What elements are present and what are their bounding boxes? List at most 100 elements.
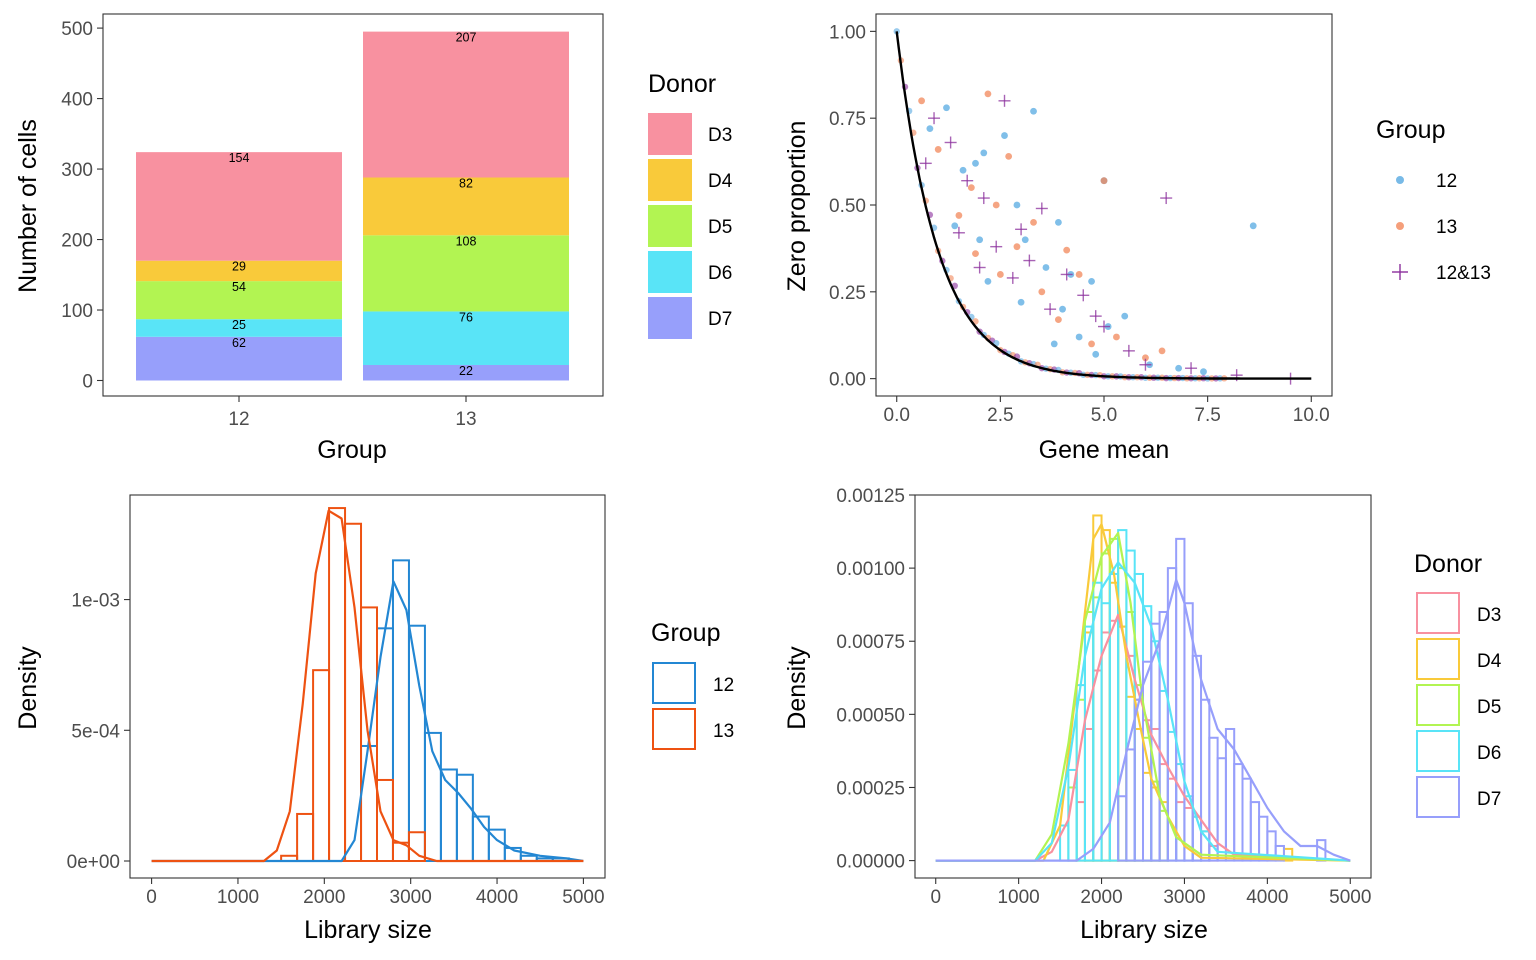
bar-value-label-13-D6: 76 <box>459 310 473 324</box>
hist-bin-12 <box>391 559 410 863</box>
bar-y-tick-label: 400 <box>61 90 93 111</box>
bar-value-label-12-D3: 154 <box>229 151 250 165</box>
hist3-x-tick-label: 0 <box>930 887 941 908</box>
scatter-point-12&13 <box>1060 268 1073 281</box>
hist-panel-border-2 <box>129 494 606 879</box>
hist-bin-D6 <box>1083 625 1095 862</box>
group-histogram-marks <box>151 507 584 863</box>
donor-histogram-marks <box>935 514 1351 862</box>
scatter-point-13 <box>1055 316 1062 323</box>
scatter-y-tick-label: 1.00 <box>829 22 866 43</box>
hist-legend-key-12 <box>652 662 696 704</box>
donor-legend-label-D4: D4 <box>708 171 733 192</box>
donor-hist-x-axis-title: Library size <box>1080 916 1208 944</box>
scatter-point-12 <box>926 125 934 132</box>
scatter-point-12 <box>1055 218 1062 226</box>
bar-value-label-12-D5: 54 <box>232 280 246 294</box>
bar-segment-12-D7 <box>136 336 342 381</box>
scatter-y-axis-title: Zero proportion <box>783 121 811 292</box>
hist-bin-13 <box>296 812 315 863</box>
donor-histogram-axes: 0 1000 2000 3000 4000 5000 0.00000 0.00025 0.000… <box>836 486 1372 908</box>
scatter-x-tick-label: 7.5 <box>1194 405 1220 426</box>
scatter-panel: 0.0 2.5 5.0 7.5 10.0 0.00 0.25 0.50 0.75 1.00 Gen… <box>783 13 1491 464</box>
scatter-point-13 <box>1030 218 1037 226</box>
scatter-point-13 <box>955 212 963 219</box>
hist-legend-label-D6: D6 <box>1477 743 1501 764</box>
hist3-y-tick-label: 0.00125 <box>836 486 905 507</box>
hist-legend-label-D5: D5 <box>1477 697 1501 718</box>
hist-legend-key-D3 <box>1416 592 1460 634</box>
scatter-point-13 <box>996 271 1004 278</box>
donor-hist-legend: Donor D3 D4 D5 D6 D7 <box>1414 550 1502 818</box>
hist3-y-tick-label: 0.00000 <box>836 852 905 873</box>
group-hist-y-axis-title: Density <box>14 646 42 730</box>
scatter-x-tick-label: 5.0 <box>1091 405 1117 426</box>
bar-panel-border <box>102 13 604 397</box>
bar-segment-13-D3 <box>363 31 569 178</box>
bar-segment-12-D3 <box>136 152 342 261</box>
scatter-point-12&13 <box>1015 223 1028 236</box>
hist-bin-D6 <box>1075 684 1086 862</box>
scatter-point-12&13 <box>1089 310 1102 323</box>
bar-value-label-13-D4: 82 <box>459 177 473 191</box>
donor-legend-label-D5: D5 <box>708 217 732 238</box>
scatter-point-12 <box>1050 340 1058 348</box>
scatter-point-12&13 <box>977 192 990 205</box>
hist-bin-D6 <box>1092 581 1103 862</box>
hist-legend-key-13 <box>652 708 696 750</box>
density-curve-D3 <box>935 613 1351 862</box>
scatter-point-12 <box>1013 201 1021 209</box>
hist-bin-D6 <box>1166 730 1178 862</box>
scatter-point-12&13 <box>1185 362 1198 375</box>
scatter-point-12&13 <box>944 136 957 149</box>
hist-legend-key-D5 <box>1416 684 1460 726</box>
bar-segment-12-D5 <box>136 281 342 320</box>
scatter-point-13 <box>918 97 925 105</box>
scatter-point-12&13 <box>1160 192 1173 205</box>
scatter-point-12 <box>951 222 959 230</box>
scatter-point-12&13 <box>1006 271 1019 284</box>
scatter-point-12&13 <box>1077 289 1090 302</box>
scatter-trend-line <box>895 31 1312 380</box>
bar-segment-13-D4 <box>363 177 569 236</box>
hist-bin-12 <box>407 624 426 863</box>
scatter-y-tick-label: 0.00 <box>829 370 866 391</box>
hist-legend-key-D6 <box>1416 730 1460 772</box>
scatter-legend-label-13: 13 <box>1436 217 1457 238</box>
hist-bin-D6 <box>1117 529 1128 862</box>
bar-marks <box>136 31 569 381</box>
donor-hist-y-axis-title: Density <box>783 646 811 730</box>
scatter-axes: 0.0 2.5 5.0 7.5 10.0 0.00 0.25 0.50 0.75 1.00 <box>829 13 1333 426</box>
hist-bin-D4 <box>1083 631 1095 862</box>
scatter-point-12&13 <box>990 240 1003 253</box>
scatter-point-12&13 <box>1098 320 1110 333</box>
density-curve-13 <box>151 509 584 863</box>
scatter-point-12 <box>959 166 967 174</box>
group-hist-legend-title: Group <box>651 619 720 647</box>
hist-bin-D4 <box>1100 529 1111 862</box>
hist-bin-D7 <box>1125 748 1136 862</box>
hist-legend-label-12: 12 <box>713 675 734 696</box>
bar-y-tick-label: 300 <box>61 160 93 181</box>
hist-bin-D6 <box>1100 602 1111 862</box>
bar-segment-12-D4 <box>136 260 342 282</box>
hist-legend-label-D4: D4 <box>1477 651 1502 672</box>
hist-legend-key-D4 <box>1416 638 1460 680</box>
hist3-y-tick-label: 0.00025 <box>836 778 905 799</box>
scatter-point-13 <box>1088 340 1095 348</box>
scatter-point-13 <box>984 90 992 98</box>
scatter-point-13 <box>992 201 1000 209</box>
hist-bin-D6 <box>1158 689 1169 862</box>
hist2-x-tick-label: 0 <box>146 887 157 908</box>
scatter-point-12&13 <box>1122 344 1135 357</box>
hist-bin-D7 <box>1274 844 1285 862</box>
bar-data-labels: 62 25 54 29 154 22 76 108 82 207 <box>229 31 477 378</box>
hist2-y-tick-label: 0e+00 <box>67 852 120 873</box>
hist2-x-tick-label: 5000 <box>562 887 604 908</box>
scatter-x-tick-label: 10.0 <box>1293 405 1330 426</box>
hist-bin-D5 <box>1092 596 1103 862</box>
hist-bin-D5 <box>1158 809 1169 862</box>
scatter-point-12 <box>1021 236 1029 244</box>
hist-bin-13 <box>328 507 347 863</box>
scatter-point-12 <box>976 236 984 244</box>
